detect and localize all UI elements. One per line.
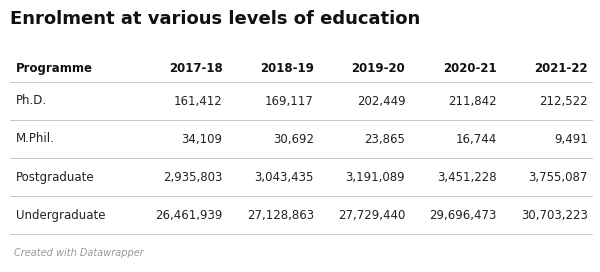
Text: 2017-18: 2017-18 — [169, 62, 223, 75]
Text: Undergraduate: Undergraduate — [16, 209, 106, 221]
Text: 23,865: 23,865 — [364, 132, 405, 146]
Text: 2018-19: 2018-19 — [260, 62, 314, 75]
Text: Postgraduate: Postgraduate — [16, 171, 95, 184]
Text: 3,755,087: 3,755,087 — [529, 171, 588, 184]
Bar — [10, 120, 592, 158]
Bar — [10, 196, 592, 234]
Text: 2020-21: 2020-21 — [443, 62, 497, 75]
Text: 211,842: 211,842 — [448, 94, 497, 107]
Text: 2,935,803: 2,935,803 — [163, 171, 223, 184]
Text: 2021-22: 2021-22 — [535, 62, 588, 75]
Text: 3,451,228: 3,451,228 — [437, 171, 497, 184]
Text: Created with Datawrapper: Created with Datawrapper — [14, 248, 144, 258]
Text: 30,703,223: 30,703,223 — [521, 209, 588, 221]
Text: 212,522: 212,522 — [539, 94, 588, 107]
Text: 34,109: 34,109 — [182, 132, 223, 146]
Bar — [10, 158, 592, 196]
Text: 29,696,473: 29,696,473 — [429, 209, 497, 221]
Text: 169,117: 169,117 — [265, 94, 314, 107]
Text: M.Phil.: M.Phil. — [16, 132, 55, 146]
Text: 27,128,863: 27,128,863 — [247, 209, 314, 221]
Text: 9,491: 9,491 — [554, 132, 588, 146]
Text: 3,191,089: 3,191,089 — [346, 171, 405, 184]
Text: Ph.D.: Ph.D. — [16, 94, 47, 107]
Text: Programme: Programme — [16, 62, 93, 75]
Text: 30,692: 30,692 — [273, 132, 314, 146]
Text: Enrolment at various levels of education: Enrolment at various levels of education — [10, 10, 420, 28]
Text: 16,744: 16,744 — [455, 132, 497, 146]
Text: 2019-20: 2019-20 — [352, 62, 405, 75]
Text: 27,729,440: 27,729,440 — [338, 209, 405, 221]
Text: 202,449: 202,449 — [356, 94, 405, 107]
Text: 26,461,939: 26,461,939 — [155, 209, 223, 221]
Text: 3,043,435: 3,043,435 — [254, 171, 314, 184]
Text: 161,412: 161,412 — [174, 94, 223, 107]
Bar — [10, 82, 592, 120]
